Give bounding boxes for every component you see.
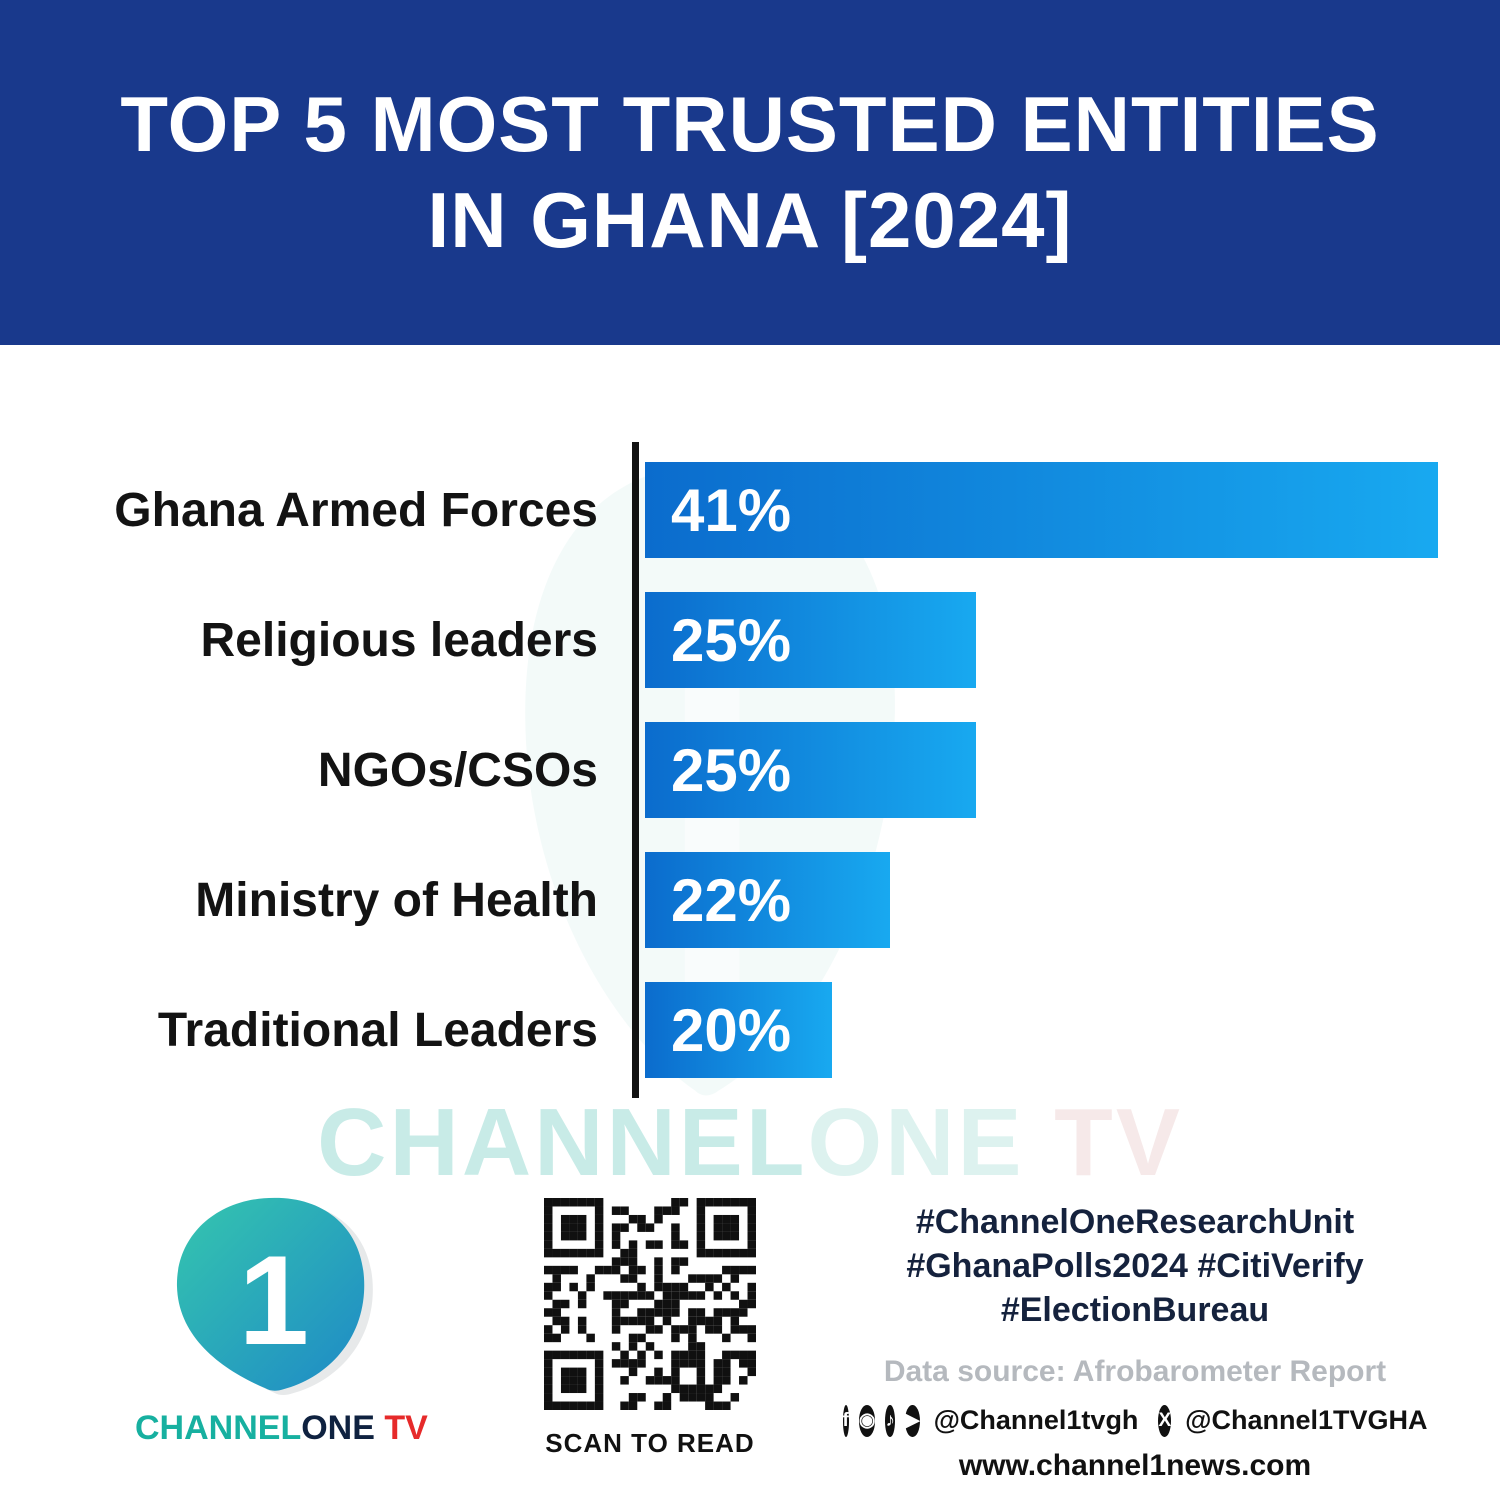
x-icon: X	[1158, 1404, 1172, 1437]
bar-row: NGOs/CSOs 25%	[0, 722, 1500, 818]
qr-block: SCAN TO READ	[540, 1198, 760, 1459]
channel-one-logo: 1	[176, 1197, 373, 1396]
youtube-icon: ▶	[904, 1404, 920, 1437]
page-title-line2: IN GHANA [2024]	[427, 175, 1073, 264]
website-url: www.channel1news.com	[958, 1448, 1312, 1482]
header-banner: TOP 5 MOST TRUSTED ENTITIES IN GHANA [20…	[0, 0, 1500, 345]
bar-religious-leaders: 25%	[645, 592, 977, 688]
social-row: f ◉ ♪ ▶ @Channel1tvgh X @Channel1TVGHA	[842, 1404, 1428, 1437]
category-label: Ministry of Health	[195, 873, 598, 927]
page-title-line1: TOP 5 MOST TRUSTED ENTITIES	[120, 80, 1380, 169]
hashtag-line2: #GhanaPolls2024 #CitiVerify	[906, 1247, 1364, 1286]
data-source: Data source: Afrobarometer Report	[883, 1354, 1387, 1388]
hashtag-line3: #ElectionBureau	[1000, 1291, 1270, 1330]
hashtags: #ChannelOneResearchUnit #GhanaPolls2024 …	[845, 1200, 1425, 1333]
watermark-channel: CHANNEL	[317, 1089, 808, 1196]
bar-traditional-leaders: 20%	[645, 982, 833, 1078]
category-label: Traditional Leaders	[157, 1003, 598, 1057]
bar-ghana-armed-forces: 41%	[645, 462, 1438, 558]
footer-right-block: #ChannelOneResearchUnit #GhanaPolls2024 …	[842, 1200, 1428, 1483]
bar-row: Traditional Leaders 20%	[0, 982, 1500, 1078]
channel-one-watermark: CHANNELONE TV	[0, 1088, 1500, 1198]
value-label: 20%	[671, 996, 792, 1064]
watermark-one: ONE	[807, 1089, 1025, 1196]
bar-ngos-csos: 25%	[645, 722, 977, 818]
category-label: Religious leaders	[200, 613, 598, 667]
logo-word-tv: TV	[374, 1409, 428, 1447]
tiktok-icon: ♪	[885, 1404, 895, 1437]
category-label: Ghana Armed Forces	[114, 483, 598, 537]
qr-code	[544, 1198, 756, 1410]
facebook-icon: f	[842, 1404, 849, 1437]
social-handle-1: @Channel1tvgh	[933, 1405, 1139, 1436]
instagram-icon: ◉	[858, 1404, 876, 1437]
bar-row: Religious leaders 25%	[0, 592, 1500, 688]
watermark-tv: TV	[1024, 1089, 1183, 1196]
social-handle-2: @Channel1TVGHA	[1185, 1405, 1428, 1436]
qr-caption: SCAN TO READ	[545, 1428, 755, 1458]
logo-numeral: 1	[238, 1229, 309, 1371]
bar-chart: Ghana Armed Forces 41% Religious leaders…	[0, 442, 1500, 1098]
bar-ministry-of-health: 22%	[645, 852, 891, 948]
logo-word-one: ONE	[301, 1409, 375, 1447]
value-label: 25%	[671, 736, 792, 804]
logo-wordmark: CHANNELONE TV	[135, 1409, 428, 1448]
bar-row: Ministry of Health 22%	[0, 852, 1500, 948]
logo-word-channel: CHANNEL	[135, 1409, 302, 1447]
bar-row: Ghana Armed Forces 41%	[0, 462, 1500, 558]
value-label: 41%	[671, 476, 792, 544]
channel-one-logo-block: 1 CHANNELONE TV	[135, 1185, 428, 1448]
chart-axis-line	[632, 442, 639, 1098]
value-label: 25%	[671, 606, 792, 674]
value-label: 22%	[671, 866, 792, 934]
category-label: NGOs/CSOs	[317, 743, 598, 797]
hashtag-line1: #ChannelOneResearchUnit	[915, 1203, 1355, 1241]
